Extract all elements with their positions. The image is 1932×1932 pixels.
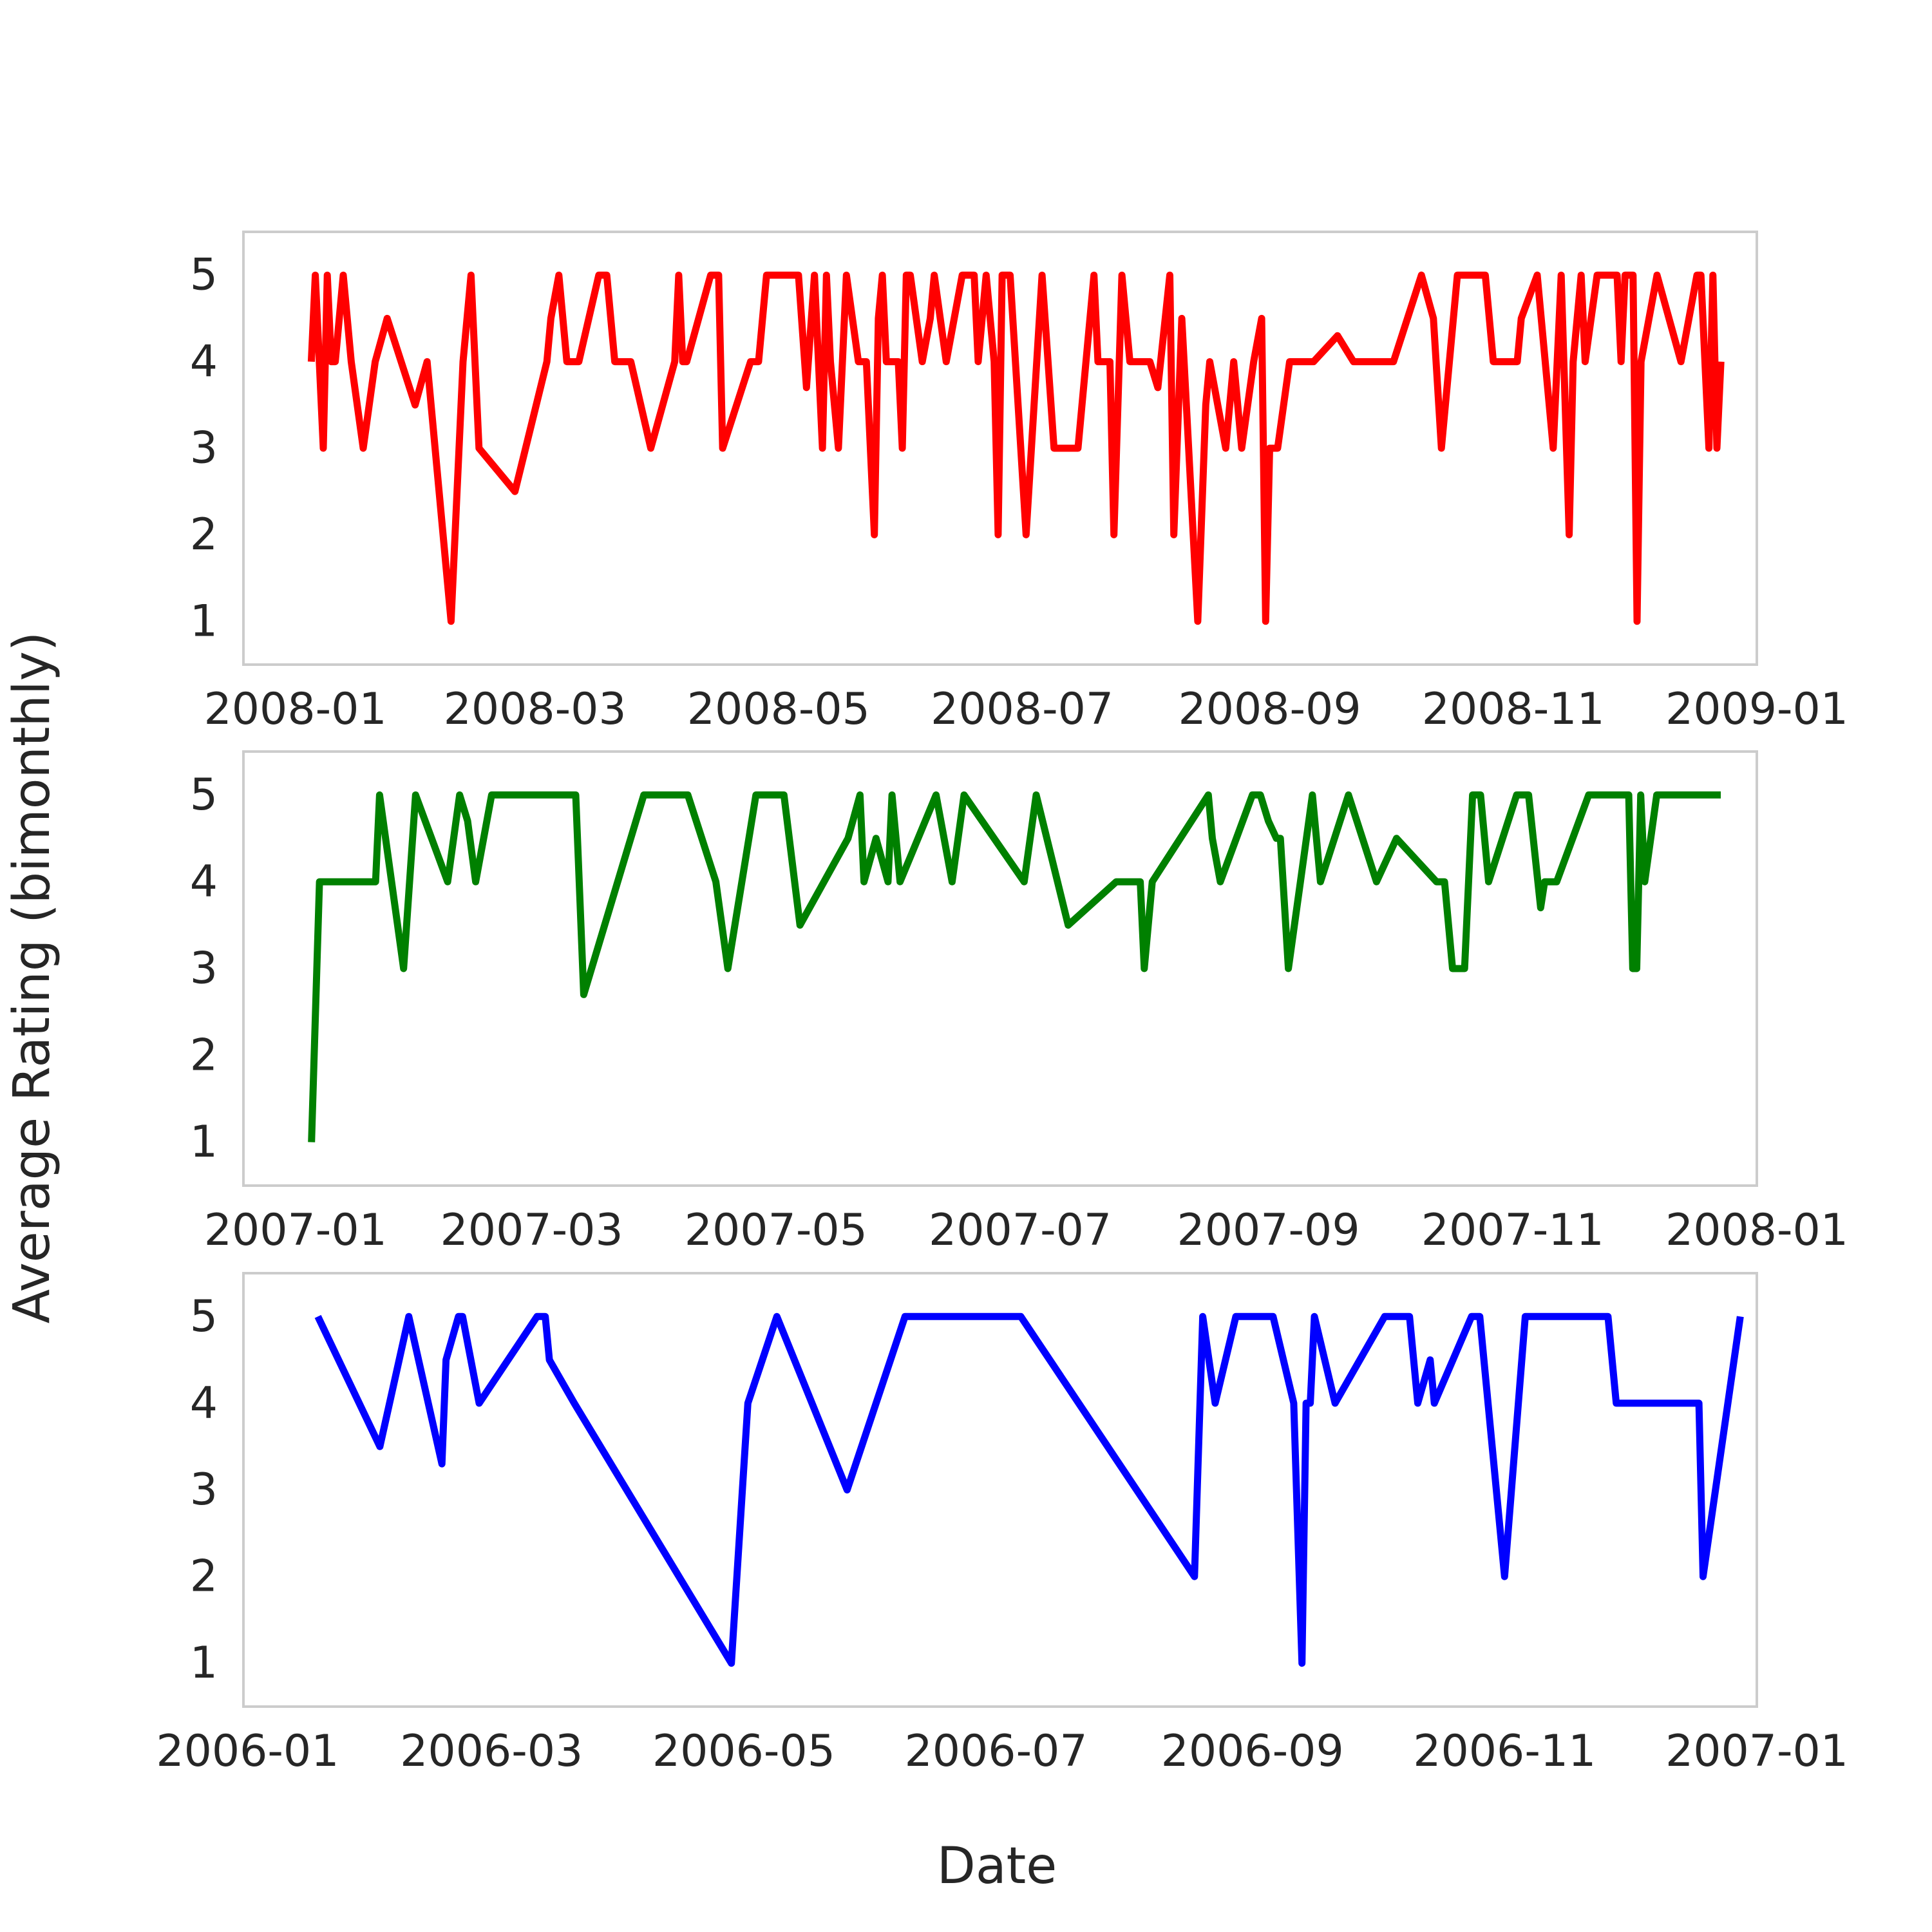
x-tick-label: 2008-01 <box>204 684 387 735</box>
x-tick-label: 2006-03 <box>400 1726 583 1777</box>
x-tick-label: 2007-11 <box>1421 1205 1604 1256</box>
x-tick-label: 2009-01 <box>1665 684 1848 735</box>
x-tick-label: 2007-03 <box>440 1205 623 1256</box>
x-tick-label: 2007-09 <box>1177 1205 1359 1256</box>
x-tick-label: 2006-01 <box>156 1726 339 1777</box>
y-tick-label: 1 <box>190 1638 218 1689</box>
x-tick-label: 2008-11 <box>1422 684 1605 735</box>
x-tick-label: 2006-09 <box>1161 1726 1344 1777</box>
x-tick-label: 2006-05 <box>652 1726 835 1777</box>
x-tick-label: 2008-01 <box>1665 1205 1848 1256</box>
series-line-1 <box>314 1312 1744 1667</box>
y-tick-label: 2 <box>190 1030 218 1081</box>
y-tick-label: 4 <box>190 857 218 907</box>
x-tick-label: 2008-05 <box>687 684 870 735</box>
x-tick-label: 2008-03 <box>444 684 627 735</box>
x-tick-label: 2007-01 <box>1665 1726 1848 1777</box>
panel-3: 1 2 3 4 5 2006-01 2006-03 2006-05 2006-07 2006-09… <box>156 1272 1848 1777</box>
y-tick-label: 5 <box>190 770 218 820</box>
y-tick-label: 2 <box>190 509 218 560</box>
y-tick-label: 4 <box>190 336 218 387</box>
plot-frame <box>242 1272 1758 1708</box>
panel-1: 1 2 3 4 5 2008-01 2008-03 2008-05 2008-07 2008-09… <box>190 231 1848 735</box>
x-axis-label: Date <box>937 1837 1057 1895</box>
y-tick-label: 2 <box>190 1551 218 1602</box>
x-tick-label: 2007-05 <box>685 1205 867 1256</box>
y-tick-label: 3 <box>190 1464 218 1515</box>
panels: 1 2 3 4 5 2008-01 2008-03 2008-05 2008-07 2008-09… <box>156 231 1848 1777</box>
y-tick-label: 4 <box>190 1378 218 1428</box>
series-line-1 <box>308 791 1721 1142</box>
y-tick-label: 1 <box>190 1117 218 1168</box>
y-axis-label: Average Rating (bimonthly) <box>3 632 61 1323</box>
x-tick-label: 2008-07 <box>931 684 1113 735</box>
y-tick-label: 5 <box>190 250 218 301</box>
x-tick-label: 2006-07 <box>905 1726 1088 1777</box>
y-tick-label: 3 <box>190 943 218 994</box>
series-line-1 <box>307 271 1725 625</box>
x-tick-label: 2006-11 <box>1413 1726 1596 1777</box>
x-tick-label: 2008-09 <box>1178 684 1361 735</box>
x-tick-label: 2007-01 <box>204 1205 387 1256</box>
y-tick-label: 1 <box>190 596 218 647</box>
y-tick-label: 5 <box>190 1291 218 1342</box>
plot-frame <box>242 231 1758 666</box>
x-tick-label: 2007-07 <box>929 1205 1112 1256</box>
y-tick-label: 3 <box>190 423 218 474</box>
plot-frame <box>242 750 1758 1187</box>
panel-2: 1 2 3 4 5 2007-01 2007-03 2007-05 2007-07 2007-09… <box>190 750 1848 1256</box>
